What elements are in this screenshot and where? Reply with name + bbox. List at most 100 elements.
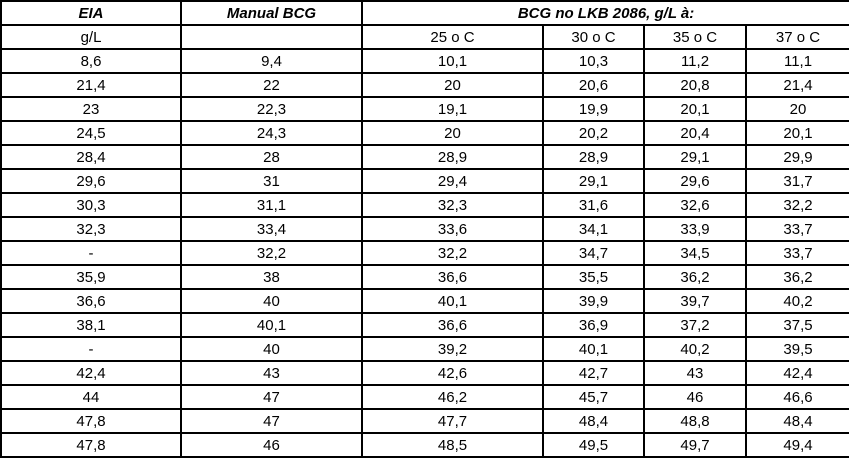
table-row: 30,3 31,1 32,3 31,6 32,6 32,2	[0, 192, 849, 218]
table-row: 44 47 46,2 45,7 46 46,6	[0, 384, 849, 410]
table-cell: 47	[180, 384, 363, 410]
table-row: -40 39,2 40,1 40,2 39,5	[0, 336, 849, 362]
table-cell: 40	[180, 288, 363, 314]
table-cell: 39,5	[744, 336, 849, 362]
table-cell: 29,6	[0, 168, 182, 194]
table-cell: 20	[361, 72, 544, 98]
table-cell: 42,7	[542, 360, 645, 386]
table-cell: 46,2	[361, 384, 544, 410]
table-row: 28,4 28 28,9 28,9 29,1 29,9	[0, 144, 849, 170]
table-cell: 39,2	[361, 336, 544, 362]
table-cell: 46	[180, 432, 363, 458]
table-row: 42,4 43 42,6 42,7 43 42,4	[0, 360, 849, 386]
table-cell: 20	[361, 120, 544, 146]
table-cell: 29,6	[643, 168, 747, 194]
table-cell: 48,4	[744, 408, 849, 434]
table-row: -32,2 32,2 34,7 34,5 33,7	[0, 240, 849, 266]
table-row: 8,6 9,4 10,1 10,3 11,2 11,1	[0, 48, 849, 74]
table-cell: 44	[0, 384, 182, 410]
table-cell: 34,7	[542, 240, 645, 266]
table-cell: 49,4	[744, 432, 849, 458]
table-cell: 48,4	[542, 408, 645, 434]
table-cell: 43	[180, 360, 363, 386]
table-cell: 35,9	[0, 264, 182, 290]
table-cell: 33,4	[180, 216, 363, 242]
table-cell: 46	[643, 384, 747, 410]
subheader-empty	[180, 24, 363, 50]
table-cell: 42,4	[0, 360, 182, 386]
header-eia: EIA	[0, 0, 182, 26]
table-cell: 29,9	[744, 144, 849, 170]
table-cell: 42,6	[361, 360, 544, 386]
table-cell: 22,3	[180, 96, 363, 122]
table-cell: 33,9	[643, 216, 747, 242]
header-row-1: EIA Manual BCG BCG no LKB 2086, g/L à:	[0, 0, 849, 26]
table-row: 29,6 31 29,4 29,1 29,6 31,7	[0, 168, 849, 194]
table-cell: 24,3	[180, 120, 363, 146]
table-row: 32,3 33,4 33,6 34,1 33,9 33,7	[0, 216, 849, 242]
table-cell: 39,7	[643, 288, 747, 314]
table-cell: 28,9	[542, 144, 645, 170]
table-cell: 32,2	[361, 240, 544, 266]
table-row: 23 22,3 19,1 19,9 20,1 20	[0, 96, 849, 122]
table-cell: 9,4	[180, 48, 363, 74]
header-manual-bcg: Manual BCG	[180, 0, 363, 26]
header-row-2: g/L 25 o C 30 o C 35 o C 37 o C	[0, 24, 849, 50]
table-cell: 21,4	[0, 72, 182, 98]
table-cell: 8,6	[0, 48, 182, 74]
table-cell: -	[0, 240, 182, 266]
table-cell: 36,2	[744, 264, 849, 290]
table-cell: 45,7	[542, 384, 645, 410]
table-cell: 20,1	[744, 120, 849, 146]
table-row: 35,9 38 36,6 35,5 36,2 36,2	[0, 264, 849, 290]
table-cell: 43	[643, 360, 747, 386]
table-cell: 49,5	[542, 432, 645, 458]
table-cell: 20,6	[542, 72, 645, 98]
table-cell: 20,4	[643, 120, 747, 146]
table-cell: 31,1	[180, 192, 363, 218]
table-cell: 28,4	[0, 144, 182, 170]
table-cell: 21,4	[744, 72, 849, 98]
table-cell: 24,5	[0, 120, 182, 146]
table-row: 47,8 47 47,7 48,4 48,8 48,4	[0, 408, 849, 434]
table-cell: 10,1	[361, 48, 544, 74]
table-cell: 40,1	[180, 312, 363, 338]
table-row: 38,1 40,1 36,6 36,9 37,2 37,5	[0, 312, 849, 338]
table-cell: 32,2	[180, 240, 363, 266]
table-cell: 10,3	[542, 48, 645, 74]
table-cell: 29,1	[542, 168, 645, 194]
table-cell: 38	[180, 264, 363, 290]
table-cell: 47	[180, 408, 363, 434]
table-cell: 23	[0, 96, 182, 122]
table-cell: 37,2	[643, 312, 747, 338]
table-cell: 20,1	[643, 96, 747, 122]
table-row: 36,6 40 40,1 39,9 39,7 40,2	[0, 288, 849, 314]
table-cell: 36,6	[0, 288, 182, 314]
table-cell: 19,9	[542, 96, 645, 122]
table-cell: 37,5	[744, 312, 849, 338]
table-cell: 40,2	[744, 288, 849, 314]
table-cell: 47,8	[0, 408, 182, 434]
table-cell: 42,4	[744, 360, 849, 386]
table-cell: 11,2	[643, 48, 747, 74]
table-cell: 29,4	[361, 168, 544, 194]
table-cell: 32,3	[361, 192, 544, 218]
subheader-temp-30: 30 o C	[542, 24, 645, 50]
table-cell: 33,6	[361, 216, 544, 242]
table-cell: 34,5	[643, 240, 747, 266]
table-cell: 32,2	[744, 192, 849, 218]
table-cell: 31,6	[542, 192, 645, 218]
table-cell: 47,8	[0, 432, 182, 458]
table-cell: 39,9	[542, 288, 645, 314]
table-cell: 48,5	[361, 432, 544, 458]
table-cell: 28,9	[361, 144, 544, 170]
table-cell: 20,2	[542, 120, 645, 146]
table-row: 47,8 46 48,5 49,5 49,7 49,4	[0, 432, 849, 458]
table-cell: 31,7	[744, 168, 849, 194]
table-cell: 20	[744, 96, 849, 122]
subheader-temp-35: 35 o C	[643, 24, 747, 50]
table-cell: 28	[180, 144, 363, 170]
table-cell: 40,1	[361, 288, 544, 314]
table-cell: 35,5	[542, 264, 645, 290]
